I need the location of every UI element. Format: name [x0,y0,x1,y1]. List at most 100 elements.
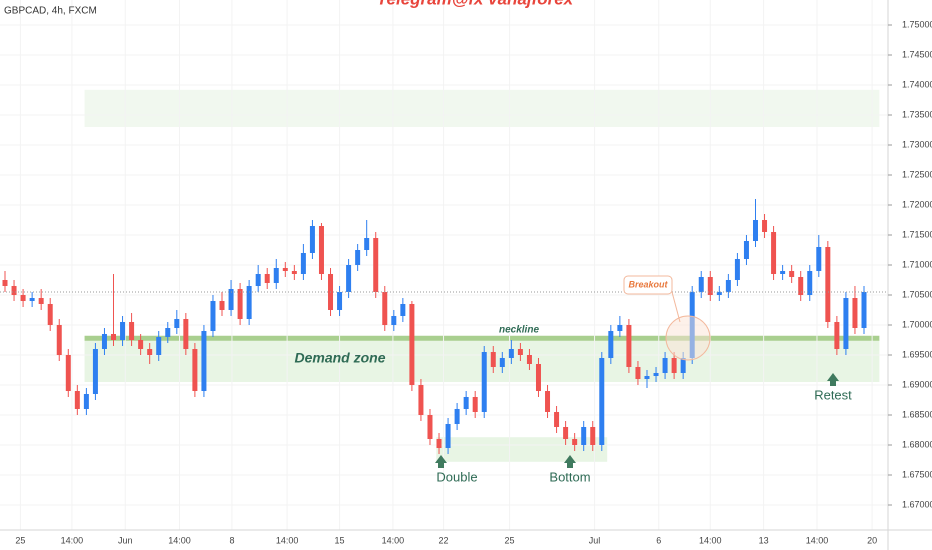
candle-body [843,297,849,349]
y-tick-label: 1.67500 [902,469,932,479]
y-tick-label: 1.73000 [902,139,932,149]
y-tick-label: 1.72000 [902,199,932,209]
zone [436,437,608,462]
y-tick-label: 1.67000 [902,499,932,509]
annotation: Retest [814,387,852,402]
candle-body [246,285,252,319]
y-tick-label: 1.71500 [902,229,932,239]
candle-body [599,357,605,445]
callout-line [671,291,681,323]
candle-body [427,414,433,439]
x-tick-label: 14:00 [276,535,299,545]
candle-body [74,390,80,409]
candle-body [418,384,424,415]
candle-body [716,291,722,295]
candle-body [56,324,62,355]
candle-body [400,303,406,316]
candle-body [526,354,532,364]
candle-body [508,348,514,358]
candle-body [47,303,53,325]
candle-body [644,375,650,379]
candle-body [29,297,35,301]
candle-body [653,372,659,376]
x-tick-label: 14:00 [699,535,722,545]
candle-body [391,315,397,325]
candle-body [83,393,89,409]
candle-body [364,238,370,251]
candle-body [92,348,98,394]
candle-body [472,396,478,412]
candle-body [138,339,144,349]
x-tick-label: 13 [759,535,769,545]
y-tick-label: 1.70000 [902,319,932,329]
candle-body [183,318,189,349]
x-tick-label: 8 [229,535,234,545]
candle-body [255,273,261,286]
candle-body [590,426,596,445]
x-tick-label: Jul [589,535,601,545]
annotation: Double [436,469,477,484]
grid [0,0,888,530]
candle-body [789,270,795,277]
candle-body [490,351,496,367]
y-tick-label: 1.72500 [902,169,932,179]
candle-body [581,426,587,445]
y-tick-label: 1.73500 [902,109,932,119]
candle-body [20,294,26,301]
y-tick-label: 1.70500 [902,289,932,299]
candle-body [192,348,198,391]
candle-body [273,267,279,283]
candle-body [617,324,623,331]
neckline-label: neckline [499,325,539,336]
y-tick-label: 1.71000 [902,259,932,269]
candle-body [463,396,469,409]
x-tick-label: 22 [439,535,449,545]
candle-body [680,357,686,373]
candle-body [174,318,180,328]
candle-body [725,279,731,292]
candle-body [101,333,107,349]
candle-body [825,247,831,322]
candle-body [309,226,315,254]
candle-body [382,291,388,325]
candle-body [671,357,677,373]
candle-body [291,270,297,274]
candle-body [771,232,777,274]
arrow [564,455,576,468]
candle-body [346,265,352,292]
candle-body [481,351,487,412]
x-tick-label: 14:00 [168,535,191,545]
candle-body [807,270,813,295]
candle-body [318,226,324,274]
candle-body [780,270,786,274]
candle-body [535,363,541,391]
candle-body [129,321,135,340]
candle-body [373,238,379,292]
candle-body [734,259,740,280]
watermark: Telegram@fx vanajforex [377,0,575,8]
candle-body [852,297,858,328]
y-tick-label: 1.75000 [902,19,932,29]
candle-body [38,297,44,304]
candle-body [65,354,71,391]
axes: 1.67000 1.67500 1.68000 1.68500 1.69000 1.695… [15,19,932,545]
x-tick-label: 20 [867,535,877,545]
x-tick-label: 14:00 [806,535,829,545]
candle-body [300,253,306,274]
callout-box [623,275,673,295]
arrow [435,455,447,468]
candle-body [120,321,126,340]
candle-body [201,330,207,391]
x-tick-label: 14:00 [61,535,84,545]
candle-body [282,267,288,271]
breakout-circle [665,315,711,361]
candle-body [626,324,632,367]
candle-body [210,300,216,331]
candle-body [355,250,361,265]
y-tick-label: 1.69000 [902,379,932,389]
candle-body [635,366,641,379]
candle-body [662,357,668,373]
candle-body [572,438,578,445]
